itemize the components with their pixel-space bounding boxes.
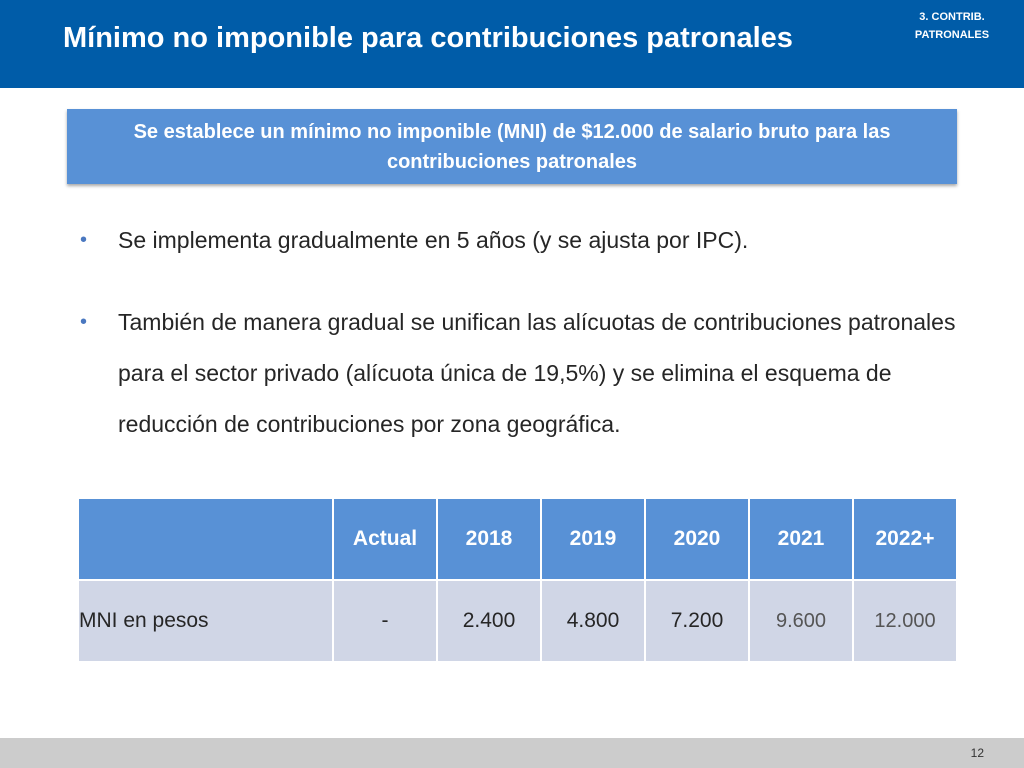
bullet-text: Se implementa gradualmente en 5 años (y … xyxy=(118,227,749,253)
bullet-text: También de manera gradual se unifican la… xyxy=(118,309,956,437)
table-cell: 9.600 xyxy=(748,579,854,663)
table-cell: 7.200 xyxy=(644,579,750,663)
slide-header: Mínimo no imponible para contribuciones … xyxy=(0,0,1024,88)
slide-title: Mínimo no imponible para contribuciones … xyxy=(63,22,793,54)
bullet-item: • También de manera gradual se unifican … xyxy=(80,297,960,450)
bullet-icon: • xyxy=(80,311,88,333)
section-tag: 3. CONTRIB. PATRONALES xyxy=(892,8,1012,44)
slide-footer: 12 xyxy=(0,738,1024,768)
table-row: MNI en pesos - 2.400 4.800 7.200 9.600 1… xyxy=(77,579,958,663)
highlight-text: Se establece un mínimo no imponible (MNI… xyxy=(133,120,891,173)
table-header-row: Actual 2018 2019 2020 2021 2022+ xyxy=(77,497,958,581)
table-header-cell: 2021 xyxy=(748,497,854,581)
table-cell: 12.000 xyxy=(852,579,958,663)
section-tag-line2: PATRONALES xyxy=(914,29,990,41)
page-number: 12 xyxy=(970,746,984,760)
table-header-cell: 2018 xyxy=(436,497,542,581)
bullet-icon: • xyxy=(80,229,88,251)
section-tag-line1: 3. CONTRIB. xyxy=(919,11,985,23)
bullet-item: • Se implementa gradualmente en 5 años (… xyxy=(80,215,960,266)
table-cell: - xyxy=(332,579,438,663)
mni-table: Actual 2018 2019 2020 2021 2022+ MNI en … xyxy=(77,497,958,663)
table-cell: 2.400 xyxy=(436,579,542,663)
highlight-box: Se establece un mínimo no imponible (MNI… xyxy=(67,109,957,184)
table-header-cell: 2020 xyxy=(644,497,750,581)
table-header-cell: 2019 xyxy=(540,497,646,581)
table-cell: 4.800 xyxy=(540,579,646,663)
table-row-label: MNI en pesos xyxy=(77,579,334,663)
table-header-cell xyxy=(77,497,334,581)
bullet-list: • Se implementa gradualmente en 5 años (… xyxy=(80,215,960,450)
table-header-cell: Actual xyxy=(332,497,438,581)
table-header-cell: 2022+ xyxy=(852,497,958,581)
